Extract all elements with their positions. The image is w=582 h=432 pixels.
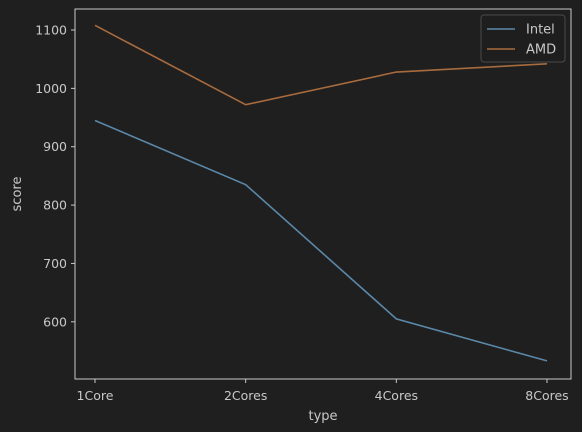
x-axis-label: type <box>308 409 337 424</box>
y-tick-label: 600 <box>43 314 67 329</box>
x-tick-label: 2Cores <box>224 388 267 403</box>
y-tick-label: 900 <box>43 139 67 154</box>
y-tick-label: 800 <box>43 198 67 213</box>
legend-label-amd: AMD <box>526 43 556 58</box>
x-tick-label: 8Cores <box>525 388 568 403</box>
y-tick-label: 1100 <box>35 23 67 38</box>
x-tick-label: 4Cores <box>375 388 418 403</box>
y-axis-label: score <box>10 177 25 212</box>
legend-label-intel: Intel <box>526 23 555 38</box>
x-tick-label: 1Core <box>77 388 114 403</box>
series-line-amd <box>94 24 548 106</box>
series-line-intel <box>94 119 548 362</box>
y-tick-label: 700 <box>43 256 67 271</box>
legend: Intel AMD <box>480 14 566 63</box>
y-tick-label: 1000 <box>35 81 67 96</box>
plot-area-frame <box>74 8 572 380</box>
legend-box <box>480 14 566 63</box>
